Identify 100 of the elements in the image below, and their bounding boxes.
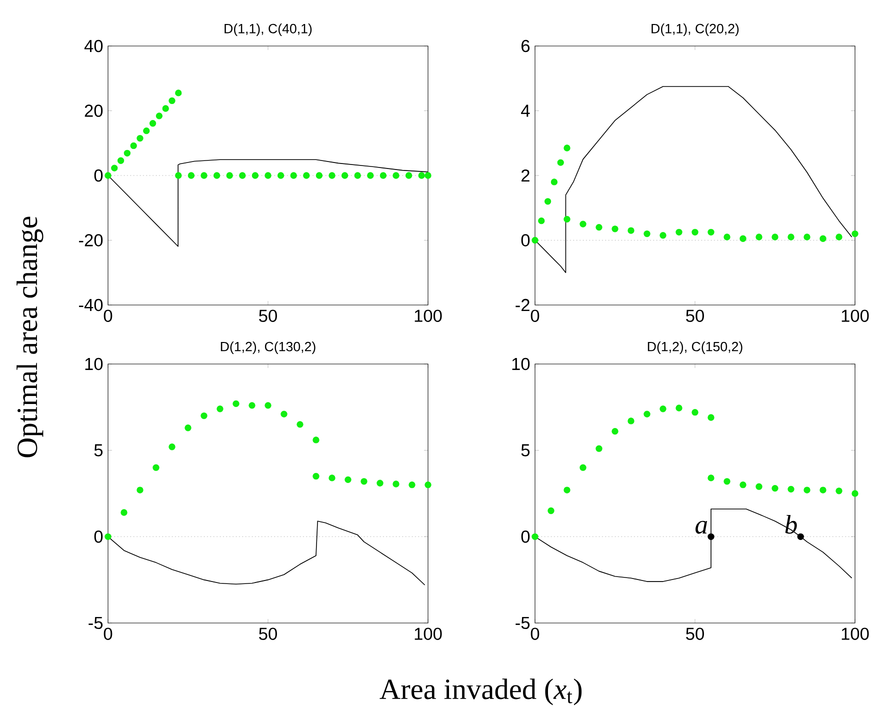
point (708, 533, 714, 540)
point (424, 482, 432, 488)
point (111, 164, 118, 172)
y-tick-label: 0 (94, 169, 103, 182)
point (756, 234, 762, 240)
point (550, 178, 558, 186)
point (596, 445, 602, 452)
point (532, 236, 538, 244)
point (213, 172, 220, 179)
point (405, 172, 412, 179)
point (143, 127, 150, 134)
x-tick-label: 100 (842, 628, 869, 640)
x-tick-label: 0 (104, 310, 112, 322)
point (708, 228, 714, 236)
point (596, 224, 602, 231)
point (772, 234, 778, 240)
point (290, 172, 297, 179)
point (538, 217, 545, 224)
point (612, 428, 618, 435)
y-tick-label: 10 (512, 358, 530, 370)
point (360, 478, 368, 485)
point (820, 486, 826, 494)
point (692, 409, 698, 416)
y-tick-label: 0 (94, 530, 103, 543)
point (354, 172, 361, 179)
y-tick-label: -2 (516, 298, 530, 312)
x-tick-label: 100 (414, 310, 442, 322)
point (676, 404, 682, 412)
point (804, 234, 810, 240)
chart-title: D(1,2), C(130,2) (220, 342, 316, 354)
point (724, 478, 730, 485)
point (162, 105, 169, 112)
point (280, 410, 288, 418)
y-tick-label: 20 (84, 104, 103, 117)
y-tick-label: 2 (522, 169, 530, 182)
annotation: a (696, 520, 708, 534)
point (797, 533, 804, 540)
point (660, 232, 666, 239)
x-tick-label: 0 (530, 310, 540, 322)
point (120, 509, 128, 516)
point (328, 172, 336, 179)
point (644, 410, 650, 418)
x-tick-label: 50 (259, 628, 277, 640)
y-tick-label: -40 (79, 298, 103, 312)
point (104, 533, 112, 540)
point (392, 172, 400, 179)
point (252, 172, 259, 179)
point (612, 226, 618, 232)
chart-title: D(1,1), C(20,2) (652, 24, 739, 36)
y-axis-title: Optimal area change (16, 216, 44, 458)
x-tick-label: 0 (104, 628, 112, 640)
y-tick-label: -20 (79, 234, 103, 246)
point (264, 172, 272, 179)
point (117, 157, 124, 164)
point (424, 172, 432, 179)
y-tick-label: 5 (94, 444, 103, 456)
point (580, 464, 586, 471)
x-tick-label: 50 (686, 628, 704, 640)
point (226, 172, 233, 179)
point (328, 474, 336, 482)
point (724, 234, 730, 240)
point (156, 112, 163, 120)
chart-title: D(1,1), C(40,1) (224, 24, 312, 36)
point (136, 486, 144, 494)
point (277, 172, 284, 179)
x-tick-label: 50 (686, 310, 704, 322)
point (756, 483, 762, 490)
point (104, 172, 112, 179)
y-tick-label: 40 (84, 40, 103, 52)
point (239, 172, 246, 179)
point (564, 486, 570, 494)
point (296, 421, 304, 428)
point (418, 172, 425, 179)
point (408, 482, 416, 488)
point (312, 472, 320, 480)
point (216, 406, 224, 412)
point (564, 216, 570, 223)
point (341, 172, 348, 179)
point (184, 424, 192, 432)
x-tick-label: 50 (259, 310, 277, 322)
point (303, 172, 310, 179)
point (740, 482, 746, 488)
point (852, 230, 858, 238)
point (136, 134, 144, 142)
y-tick-label: -5 (88, 616, 103, 630)
point (676, 228, 682, 236)
y-tick-label: 10 (85, 358, 103, 370)
point (708, 474, 714, 482)
y-tick-label: 0 (521, 234, 530, 246)
annotation: b (785, 514, 797, 534)
point (548, 507, 554, 514)
x-tick-label: 0 (530, 628, 540, 640)
point (376, 480, 384, 486)
y-tick-label: 6 (522, 40, 530, 52)
point (200, 172, 208, 179)
point (392, 480, 400, 488)
point (580, 220, 586, 228)
point (788, 234, 794, 240)
point (168, 444, 176, 450)
point (660, 406, 666, 412)
